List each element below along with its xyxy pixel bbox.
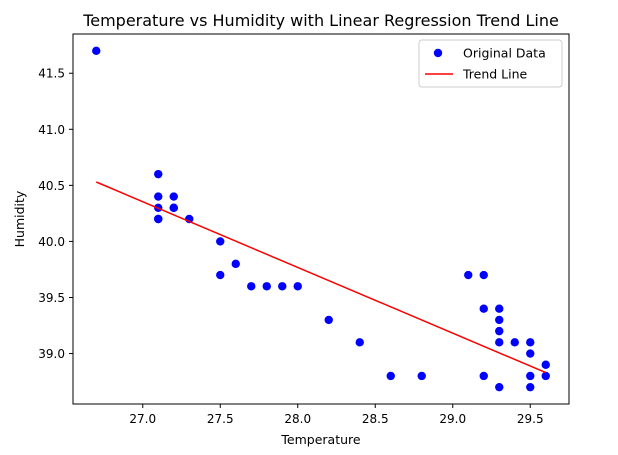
data-point xyxy=(495,338,504,347)
data-point xyxy=(526,382,535,392)
data-point xyxy=(526,349,535,358)
legend: Original Data Trend Line xyxy=(418,39,563,88)
legend-label: Original Data xyxy=(463,46,546,61)
data-point xyxy=(355,338,364,347)
x-tick-label: 27.0 xyxy=(129,412,156,426)
y-tick-label: 40.5 xyxy=(38,179,65,193)
legend-label: Trend Line xyxy=(462,67,528,82)
trend-line xyxy=(95,181,547,374)
data-point xyxy=(154,192,163,201)
data-point xyxy=(278,282,287,291)
data-point xyxy=(216,237,225,246)
x-tick-label: 27.5 xyxy=(207,412,234,426)
data-point xyxy=(324,315,333,325)
x-axis-label: Temperature xyxy=(280,432,360,447)
y-tick-label: 39.0 xyxy=(38,347,65,361)
data-point xyxy=(526,338,535,347)
data-point xyxy=(479,304,488,313)
data-point xyxy=(495,326,504,336)
data-point xyxy=(169,192,178,201)
legend-box xyxy=(418,39,563,88)
x-tick-label: 28.0 xyxy=(284,412,311,426)
data-point xyxy=(216,270,225,280)
data-point xyxy=(464,270,473,280)
data-point xyxy=(386,371,395,381)
data-point xyxy=(417,371,426,381)
data-point xyxy=(247,282,256,291)
data-point xyxy=(262,282,271,291)
x-tick-label: 29.5 xyxy=(517,412,544,426)
data-point xyxy=(495,382,504,392)
data-point xyxy=(541,360,550,369)
x-tick-label: 28.5 xyxy=(362,412,389,426)
data-point xyxy=(495,304,504,313)
y-tick-label: 39.5 xyxy=(38,291,65,305)
plot-area xyxy=(92,46,550,392)
data-point xyxy=(510,338,519,347)
data-point xyxy=(479,371,488,381)
data-point xyxy=(495,315,504,325)
y-tick-label: 40.0 xyxy=(38,235,65,249)
y-tick-label: 41.0 xyxy=(38,123,65,137)
legend-marker xyxy=(433,48,443,58)
data-point xyxy=(526,371,535,381)
data-point xyxy=(154,214,163,224)
axis-ticks: 27.0 27.5 28.0 28.5 29.0 29.5 39.0 39.5 40.0 40.5… xyxy=(38,67,543,426)
y-tick-label: 41.5 xyxy=(38,67,65,81)
data-point xyxy=(154,169,163,179)
plot-frame xyxy=(72,33,570,405)
data-point xyxy=(92,46,101,56)
data-point xyxy=(541,371,550,381)
data-point xyxy=(169,203,178,212)
y-axis-label: Humidity xyxy=(12,190,27,247)
chart-title: Temperature vs Humidity with Linear Regr… xyxy=(82,11,559,30)
data-point xyxy=(293,282,302,291)
x-tick-label: 29.0 xyxy=(439,412,466,426)
data-point xyxy=(479,270,488,280)
data-point xyxy=(231,259,240,269)
